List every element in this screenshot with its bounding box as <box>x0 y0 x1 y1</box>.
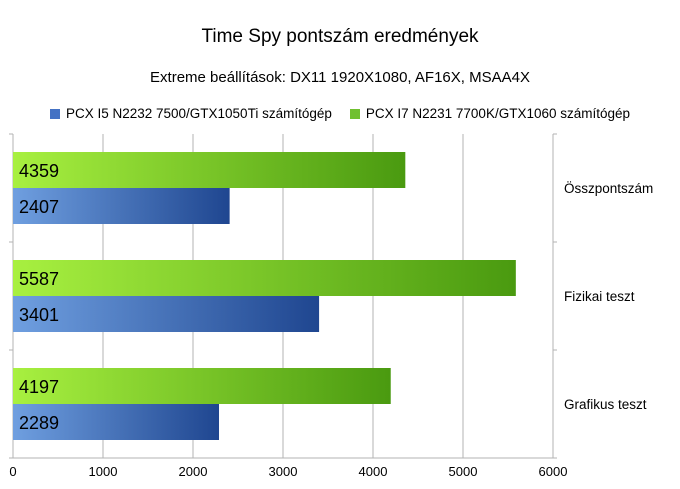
data-label-series-2: 4359 <box>19 161 59 181</box>
bar-series-1 <box>13 404 220 440</box>
data-label-series-2: 4197 <box>19 377 59 397</box>
legend-swatch-series-1 <box>49 108 60 119</box>
legend-label-series-2: PCX I7 N2231 7700K/GTX1060 számítógép <box>365 106 631 121</box>
x-tick-label: 4000 <box>359 464 388 479</box>
x-tick-label: 0 <box>9 464 16 479</box>
x-tick-label: 1000 <box>89 464 118 479</box>
legend-label-series-1: PCX I5 N2232 7500/GTX1050Ti számítógép <box>65 106 332 121</box>
category-label: Összpontszám <box>564 181 653 196</box>
legend: PCX I5 N2232 7500/GTX1050Ti számítógép P… <box>0 106 680 121</box>
x-tick-label: 5000 <box>449 464 478 479</box>
bar-series-1 <box>13 296 320 332</box>
x-tick-label: 2000 <box>179 464 208 479</box>
data-label-series-1: 2289 <box>19 413 59 433</box>
legend-item-series-1: PCX I5 N2232 7500/GTX1050Ti számítógép <box>49 106 332 121</box>
chart-title: Time Spy pontszám eredmények <box>201 26 479 47</box>
chart-subtitle: Extreme beállítások: DX11 1920X1080, AF1… <box>150 69 530 86</box>
legend-swatch-series-2 <box>349 108 360 119</box>
x-tick-label: 6000 <box>539 464 568 479</box>
data-label-series-1: 3401 <box>19 305 59 325</box>
data-label-series-1: 2407 <box>19 197 59 217</box>
bar-series-1 <box>13 188 230 224</box>
bar-series-2 <box>13 368 391 404</box>
category-label: Fizikai teszt <box>564 289 635 304</box>
category-label: Grafikus teszt <box>564 397 647 412</box>
data-label-series-2: 5587 <box>19 269 59 289</box>
bar-series-2 <box>13 152 406 188</box>
x-tick-label: 3000 <box>269 464 298 479</box>
legend-item-series-2: PCX I7 N2231 7700K/GTX1060 számítógép <box>349 106 631 121</box>
bar-series-2 <box>13 260 516 296</box>
